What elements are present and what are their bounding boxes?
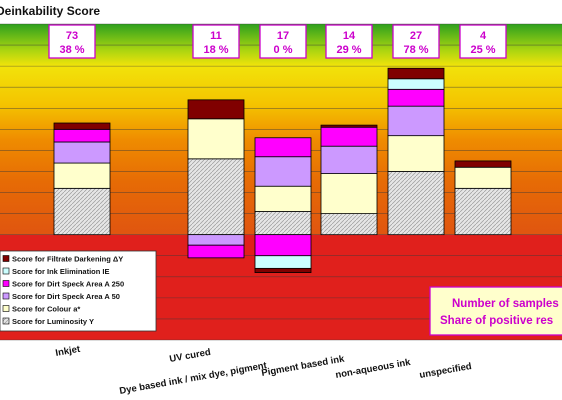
bar-segment (254, 156, 312, 187)
bar-segment (53, 141, 111, 164)
bar-segment (454, 160, 512, 168)
legend-swatch (2, 267, 10, 275)
bar-segment (320, 126, 378, 147)
bar-segment (53, 128, 111, 143)
bar-segment (454, 187, 512, 236)
bar-segment (254, 211, 312, 236)
category-label: Inkjet (55, 344, 82, 359)
bar-segment (387, 78, 445, 90)
sample-count-box: 73 38 % (48, 24, 96, 59)
positive-share: 29 % (336, 44, 361, 56)
category-label: UV cured (169, 347, 212, 365)
note-line: Share of positive res (440, 315, 553, 327)
sample-count-box: 4 25 % (459, 24, 507, 59)
legend-swatch (2, 280, 10, 287)
legend-box (0, 250, 157, 332)
bar-segment (53, 187, 111, 236)
sample-count: 11 (210, 30, 222, 42)
sample-count-box: 11 18 % (192, 24, 240, 59)
category-label: non-aqueous ink (335, 357, 412, 381)
bar-segment (254, 137, 312, 158)
bar-segment (320, 173, 378, 214)
sample-count: 17 (277, 30, 289, 42)
legend-label: Score for Ink Elimination IE (12, 267, 110, 276)
legend-swatch (2, 317, 10, 325)
legend-label: Score for Dirt Speck Area A 50 (12, 292, 120, 301)
bar-segment (187, 158, 245, 236)
bar-segment-negative (187, 244, 245, 259)
note-box (429, 286, 562, 336)
sample-count: 27 (410, 30, 422, 42)
bar-segment (320, 213, 378, 236)
legend-label: Score for Colour a* (12, 305, 80, 314)
bar-segment (187, 118, 245, 160)
sample-count-box: 170 % (259, 24, 307, 59)
bar-segment-negative (254, 234, 312, 257)
legend-swatch (2, 292, 10, 300)
sample-count: 14 (343, 30, 356, 42)
note-line: Number of samples (452, 298, 559, 310)
sample-count-box-frame (259, 24, 307, 59)
bar-segment (320, 145, 378, 174)
category-label: Pigment based ink (261, 353, 346, 379)
sample-count: 4 (480, 30, 487, 42)
legend-swatch (2, 255, 10, 262)
sample-count-box-frame (48, 24, 96, 59)
positive-share: 78 % (403, 44, 428, 56)
bar-segment-negative (187, 234, 245, 246)
category-label: Dye based ink / mix dye, pigment (119, 360, 269, 397)
bar-segment (387, 135, 445, 172)
legend-swatch (2, 305, 10, 312)
bar-segment (53, 162, 111, 189)
bar-segment-negative (254, 267, 312, 273)
positive-share: 25 % (470, 44, 495, 56)
sample-count-box-frame (459, 24, 507, 59)
bar-segment (53, 122, 111, 130)
sample-count-box-frame (325, 24, 373, 59)
bar-segment (254, 185, 312, 212)
sample-count-box-frame (392, 24, 440, 59)
bar-segment (387, 105, 445, 137)
bar-segment (387, 88, 445, 107)
bar-segment (454, 166, 512, 189)
bar-segment (187, 99, 245, 120)
bar-segment-negative (254, 255, 312, 269)
legend-label: Score for Luminosity Y (12, 317, 94, 326)
category-label: unspecified (419, 361, 473, 381)
sample-count-box-frame (192, 24, 240, 59)
bar-segment (387, 67, 445, 80)
bar-segment (320, 124, 378, 128)
chart-title: Deinkability Score (0, 4, 100, 18)
positive-share: 18 % (203, 44, 228, 56)
legend-label: Score for Dirt Speck Area A 250 (12, 280, 124, 289)
sample-count: 73 (66, 30, 78, 42)
bar-segment (387, 171, 445, 236)
sample-count-box: 14 29 % (325, 24, 373, 59)
positive-share: 0 % (274, 44, 293, 56)
legend-label: Score for Filtrate Darkening ΔY (12, 255, 123, 264)
positive-share: 38 % (59, 44, 84, 56)
sample-count-box: 27 78 % (392, 24, 440, 59)
